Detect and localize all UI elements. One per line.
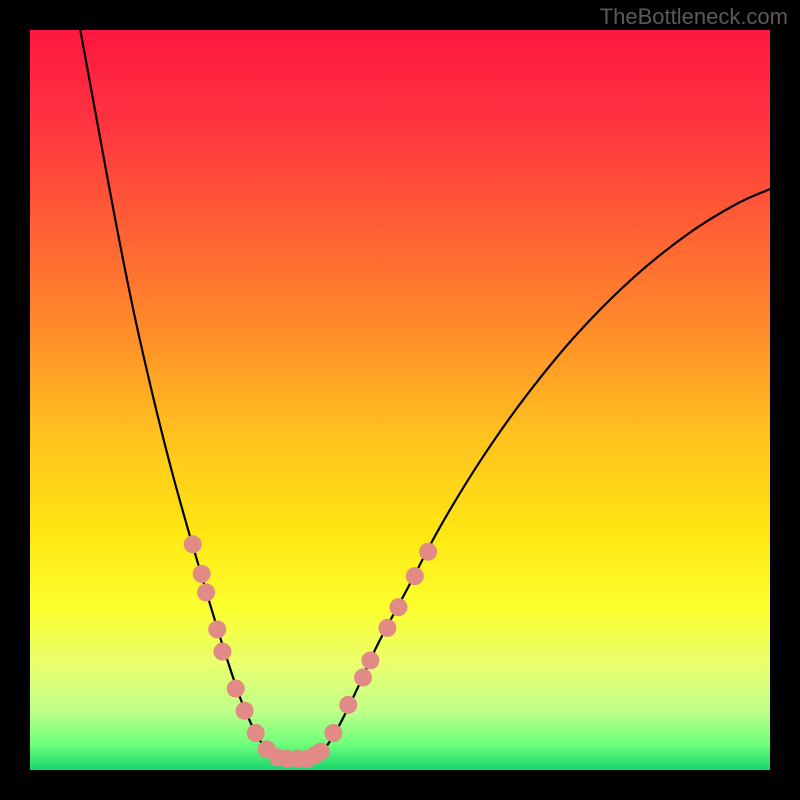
data-marker: [197, 583, 215, 601]
data-marker: [213, 643, 231, 661]
data-marker: [419, 543, 437, 561]
data-marker: [406, 567, 424, 585]
data-marker: [236, 702, 254, 720]
data-marker: [339, 696, 357, 714]
data-marker: [378, 619, 396, 637]
marker-group: [184, 535, 437, 768]
data-marker: [390, 598, 408, 616]
plot-area: [30, 30, 770, 770]
data-marker: [193, 565, 211, 583]
data-marker: [312, 743, 330, 761]
data-marker: [227, 680, 245, 698]
data-marker: [361, 651, 379, 669]
data-marker: [354, 669, 372, 687]
data-marker: [208, 620, 226, 638]
data-marker: [247, 724, 265, 742]
curve-layer: [30, 30, 770, 770]
watermark: TheBottleneck.com: [600, 4, 788, 30]
bottleneck-curve: [80, 30, 770, 759]
data-marker: [324, 724, 342, 742]
data-marker: [184, 535, 202, 553]
